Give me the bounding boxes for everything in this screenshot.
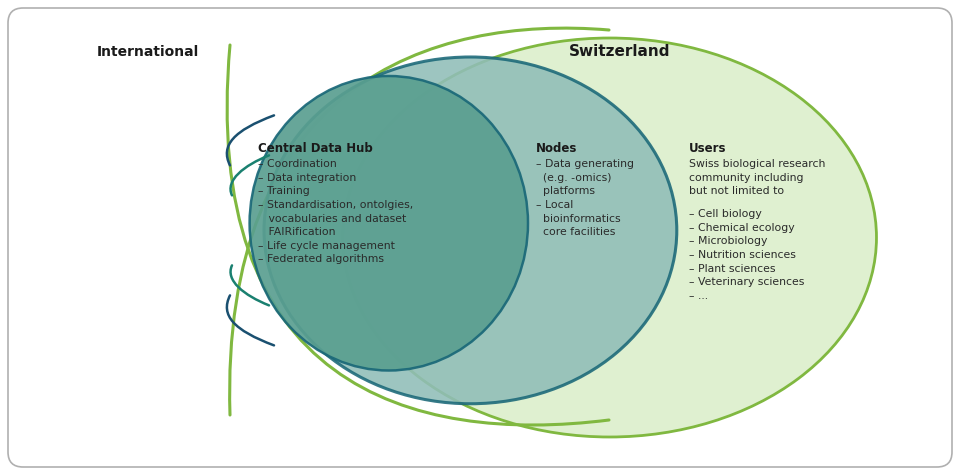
Text: Swiss biological research
community including
but not limited to: Swiss biological research community incl… xyxy=(688,159,826,197)
Text: Users: Users xyxy=(688,142,727,155)
Ellipse shape xyxy=(343,38,876,437)
Text: – Coordination
– Data integration
– Training
– Standardisation, ontolgies,
   vo: – Coordination – Data integration – Trai… xyxy=(257,159,413,265)
Text: Nodes: Nodes xyxy=(536,142,577,155)
FancyBboxPatch shape xyxy=(8,8,952,467)
Text: Switzerland: Switzerland xyxy=(569,45,670,59)
Text: International: International xyxy=(97,45,199,59)
Text: – Data generating
  (e.g. -omics)
  platforms
– Local
  bioinformatics
  core fa: – Data generating (e.g. -omics) platform… xyxy=(536,159,634,237)
Text: – Cell biology
– Chemical ecology
– Microbiology
– Nutrition sciences
– Plant sc: – Cell biology – Chemical ecology – Micr… xyxy=(688,209,804,301)
Text: Central Data Hub: Central Data Hub xyxy=(257,142,372,155)
Ellipse shape xyxy=(264,57,677,404)
Ellipse shape xyxy=(250,76,528,370)
